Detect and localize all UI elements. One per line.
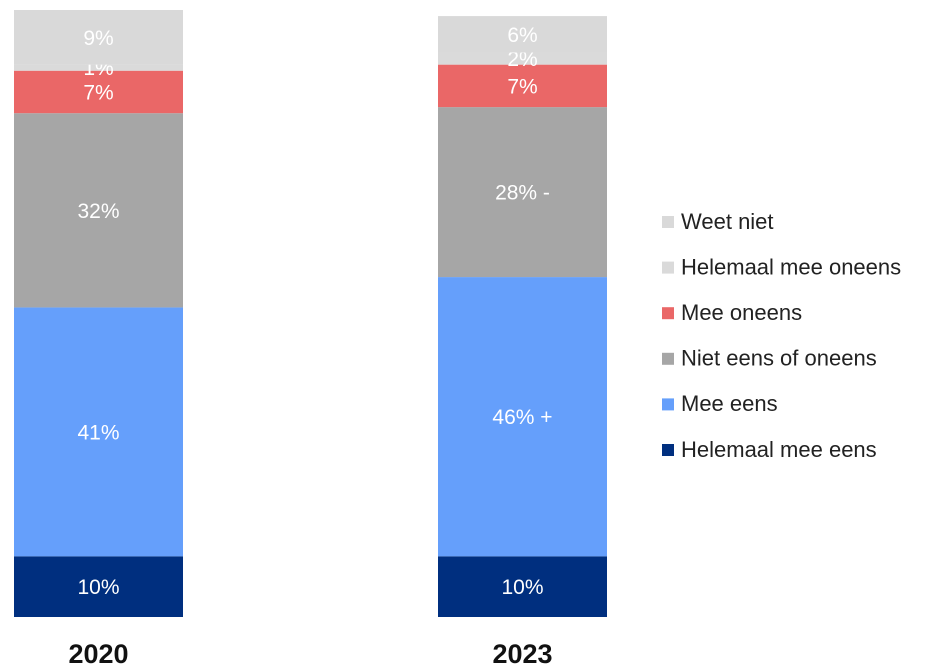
x-tick-label: 2020 [68, 639, 128, 667]
legend-swatch [662, 398, 674, 411]
bar-segment [438, 277, 607, 557]
legend-swatch [662, 216, 674, 228]
data-label: 6% [507, 24, 537, 47]
bar-segment [14, 70, 183, 114]
legend-label: Niet eens of oneens [681, 346, 877, 371]
bar-segment [14, 10, 183, 65]
data-label: 28% - [495, 182, 550, 205]
bar-segment [438, 556, 607, 617]
data-label: 41% [77, 421, 119, 444]
bar-segment [438, 107, 607, 278]
bar-segment [14, 64, 183, 71]
bar-segment [14, 556, 183, 617]
data-label: 7% [83, 81, 113, 104]
bar-segment [438, 16, 607, 53]
data-label: 46% + [492, 406, 552, 429]
legend-swatch [662, 352, 674, 365]
legend-swatch [662, 307, 674, 320]
legend-label: Weet niet [681, 209, 774, 234]
bar-segment [14, 307, 183, 557]
data-label: 32% [77, 200, 119, 223]
data-label: 7% [507, 75, 537, 98]
data-label: 10% [501, 576, 543, 599]
bar-segment [14, 113, 183, 308]
legend-label: Mee eens [681, 391, 778, 416]
legend-label: Helemaal mee oneens [681, 254, 901, 279]
data-label: 10% [77, 576, 119, 599]
legend-label: Helemaal mee eens [681, 437, 877, 462]
bar-segment [438, 64, 607, 108]
legend-label: Mee oneens [681, 300, 802, 325]
legend-swatch [662, 261, 674, 274]
x-tick-label: 2023 [492, 639, 552, 667]
data-label: 9% [83, 27, 113, 50]
legend-swatch [662, 444, 674, 456]
bar-segment [438, 52, 607, 65]
data-label: 2% [507, 48, 537, 71]
